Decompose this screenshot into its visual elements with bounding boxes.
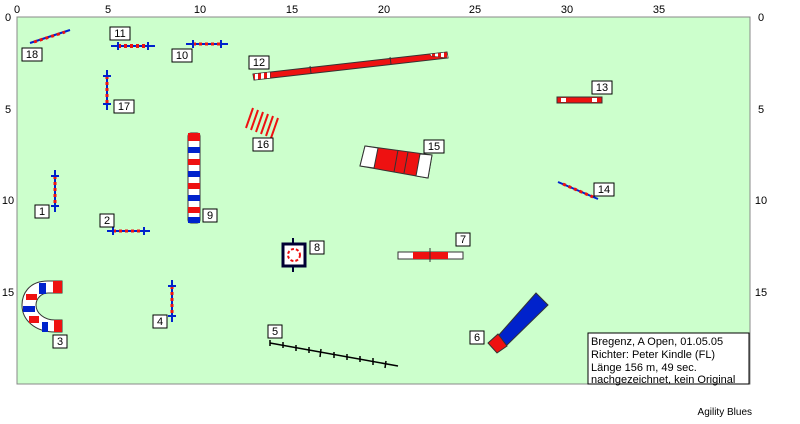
label-5: 5 xyxy=(267,324,283,339)
tick-top-0: 0 xyxy=(14,4,20,16)
svg-text:3: 3 xyxy=(57,336,63,348)
tick-right-0: 0 xyxy=(758,12,764,24)
tick-right-10: 10 xyxy=(755,195,767,207)
tick-top-5: 5 xyxy=(105,4,111,16)
info-event: Bregenz, A Open, 01.05.05 xyxy=(591,336,723,348)
obstacle-14-hurdle xyxy=(557,181,599,200)
obstacle-6-collapsed-tunnel xyxy=(487,292,549,354)
label-13: 13 xyxy=(591,80,613,95)
label-14: 14 xyxy=(593,182,615,197)
axis-right: 0 5 10 15 xyxy=(755,12,767,299)
svg-text:15: 15 xyxy=(428,141,440,153)
label-7: 7 xyxy=(455,232,471,247)
svg-text:1: 1 xyxy=(39,206,45,218)
obstacle-15-a-frame xyxy=(359,145,433,179)
tick-top-20: 20 xyxy=(378,4,390,16)
obstacle-3-tunnel xyxy=(21,280,63,333)
svg-text:17: 17 xyxy=(118,101,130,113)
svg-text:2: 2 xyxy=(104,215,110,227)
tick-left-0: 0 xyxy=(5,12,11,24)
svg-text:7: 7 xyxy=(460,234,466,246)
obstacle-18-hurdle xyxy=(29,29,71,44)
label-15: 15 xyxy=(423,139,445,154)
obstacle-10-hurdle xyxy=(186,40,228,48)
tick-top-15: 15 xyxy=(286,4,298,16)
tick-left-5: 5 xyxy=(5,104,11,116)
obstacle-7-seesaw xyxy=(397,248,464,262)
tick-top-10: 10 xyxy=(194,4,206,16)
label-9: 9 xyxy=(202,208,218,223)
obstacle-17-hurdle xyxy=(103,70,111,110)
obstacle-5-weave-poles xyxy=(269,340,399,369)
obstacle-8-tire xyxy=(281,238,307,272)
obstacle-11-hurdle xyxy=(111,42,155,50)
obstacle-2-hurdle xyxy=(107,227,150,235)
credit-text: Agility Blues xyxy=(698,407,752,418)
svg-text:9: 9 xyxy=(207,210,213,222)
label-4: 4 xyxy=(152,314,168,329)
obstacle-12-dog-walk xyxy=(252,51,449,81)
svg-text:11: 11 xyxy=(114,28,125,40)
svg-text:13: 13 xyxy=(596,82,608,94)
svg-text:10: 10 xyxy=(176,50,188,62)
label-11: 11 xyxy=(109,26,131,41)
label-17: 17 xyxy=(113,99,135,114)
tick-right-15: 15 xyxy=(755,287,767,299)
svg-text:16: 16 xyxy=(257,139,269,151)
info-judge: Richter: Peter Kindle (FL) xyxy=(591,349,715,361)
obstacle-16-tunnel-entrance xyxy=(245,107,279,139)
tick-left-10: 10 xyxy=(2,195,14,207)
course-info-box: Bregenz, A Open, 01.05.05 Richter: Peter… xyxy=(587,332,750,386)
tick-top-35: 35 xyxy=(653,4,665,16)
svg-text:12: 12 xyxy=(253,57,265,69)
label-1: 1 xyxy=(34,204,50,219)
label-3: 3 xyxy=(52,334,68,349)
obstacle-13-table xyxy=(556,96,603,104)
label-18: 18 xyxy=(21,47,43,62)
tick-right-5: 5 xyxy=(758,104,764,116)
obstacle-4-hurdle xyxy=(168,280,176,322)
svg-text:8: 8 xyxy=(314,242,320,254)
svg-text:6: 6 xyxy=(474,332,480,344)
svg-text:18: 18 xyxy=(26,49,38,61)
tick-left-15: 15 xyxy=(2,287,14,299)
axis-top: 0 5 10 15 20 25 30 35 xyxy=(14,4,665,16)
info-note: nachgezeichnet, kein Original xyxy=(591,374,735,386)
svg-text:14: 14 xyxy=(598,184,610,196)
label-6: 6 xyxy=(469,330,485,345)
obstacle-9-tunnel xyxy=(187,132,201,224)
label-12: 12 xyxy=(248,55,270,70)
tick-top-30: 30 xyxy=(561,4,573,16)
label-2: 2 xyxy=(99,213,115,228)
obstacle-1-hurdle xyxy=(51,170,59,212)
info-length: Länge 156 m, 49 sec. xyxy=(591,362,697,374)
label-10: 10 xyxy=(171,48,193,63)
tick-top-25: 25 xyxy=(469,4,481,16)
label-8: 8 xyxy=(309,240,325,255)
svg-text:5: 5 xyxy=(272,326,278,338)
course-field xyxy=(16,16,751,385)
label-16: 16 xyxy=(252,137,274,152)
svg-text:4: 4 xyxy=(157,316,163,328)
axis-left: 0 5 10 15 xyxy=(2,12,14,299)
